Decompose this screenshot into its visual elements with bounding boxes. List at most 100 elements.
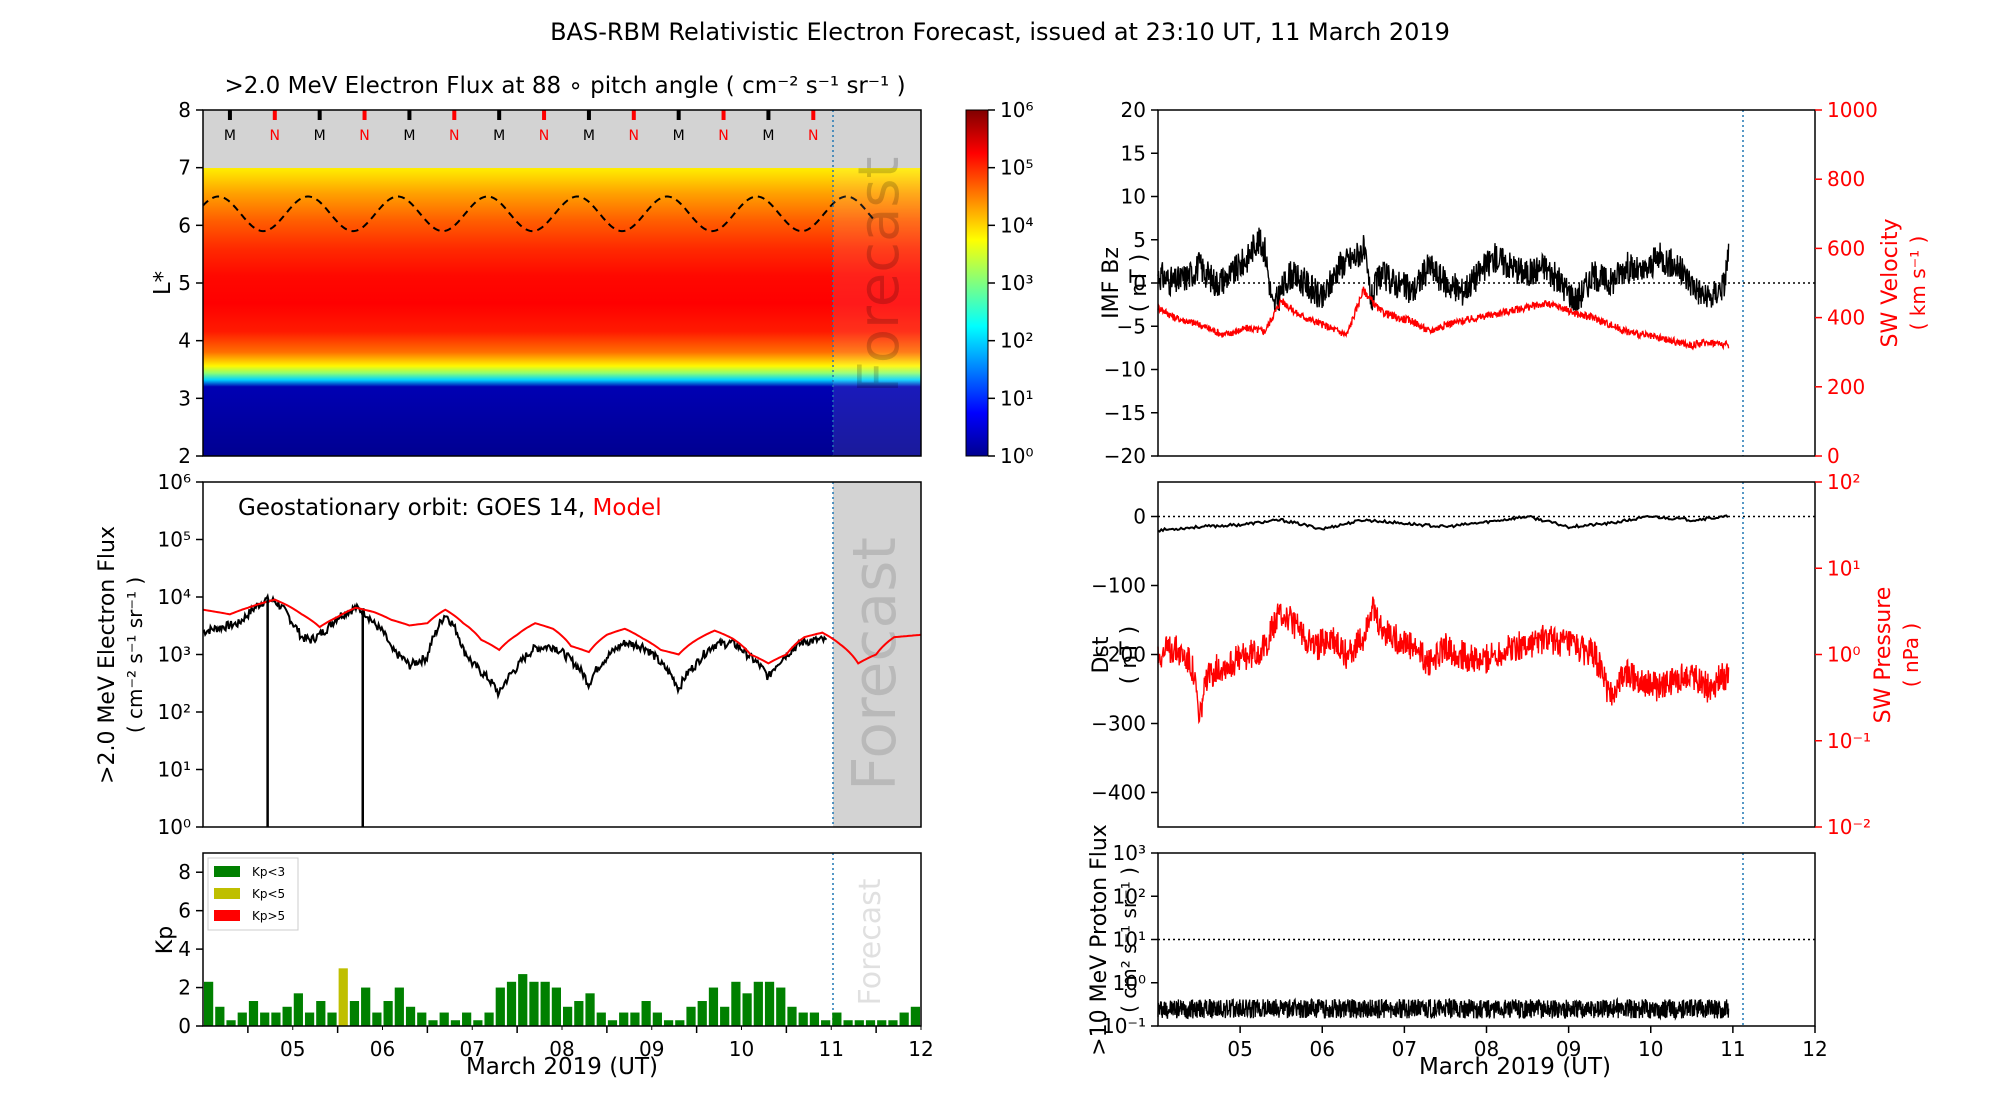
proton-y-tick-label: 10⁻¹	[1102, 1014, 1146, 1038]
kp-legend-swatch-high	[214, 910, 240, 921]
kp-x-tick-label: 07	[460, 1037, 485, 1061]
kp-bar	[484, 1012, 494, 1026]
heatmap-y-tick-label: 8	[178, 98, 191, 122]
geo-y-axis: 10⁰ 10¹ 10² 10³ 10⁴ 10⁵ 10⁶	[158, 470, 203, 839]
kp-y-axis: 0 2 4 6 8	[178, 860, 203, 1038]
mn-marker-label: M	[403, 128, 415, 144]
imf-y-tick-label: 20	[1121, 98, 1146, 122]
kp-bar	[708, 987, 719, 1026]
kp-bar	[383, 1001, 393, 1026]
kp-ylabel: Kp	[153, 926, 178, 954]
kp-bar	[619, 1012, 629, 1026]
mn-marker-label: N	[539, 128, 549, 144]
kp-bar	[798, 1012, 808, 1026]
kp-bar	[720, 1006, 730, 1026]
heatmap-ylabel: L*	[150, 271, 176, 295]
kp-bar	[372, 1012, 382, 1026]
imf-ylabel: IMF Bz	[1099, 247, 1124, 319]
geo-series	[202, 593, 922, 827]
proton-ylabel-unit: ( cm² s⁻¹ sr⁻¹ )	[1117, 867, 1141, 1013]
sw-pressure-ylabel-unit: ( nPa )	[1899, 623, 1923, 687]
geo-y-tick-label: 10²	[158, 700, 191, 724]
imf-series	[1157, 227, 1815, 351]
geo-y-tick-label: 10³	[158, 643, 191, 667]
proton-ylabel: >10 MeV Proton Flux	[1087, 824, 1112, 1056]
kp-bar	[697, 1001, 707, 1026]
proton-y-tick-label: 10²	[1113, 884, 1146, 908]
kp-legend: Kp<3 Kp<5 Kp>5	[207, 857, 299, 931]
kp-bar	[675, 1020, 685, 1026]
geo-ylabel-unit: ( cm⁻² s⁻¹ sr⁻¹ )	[123, 577, 147, 733]
kp-bar	[663, 1020, 674, 1026]
mn-marker-label: M	[493, 128, 505, 144]
kp-bar	[652, 1012, 662, 1026]
kp-bar	[854, 1020, 864, 1026]
kp-bar	[349, 1001, 360, 1026]
dashed-contour-line	[202, 195, 877, 233]
kp-bar	[910, 1006, 920, 1026]
geo-y-tick-label: 10⁶	[158, 470, 191, 494]
colorbar-tick-label: 10⁴	[1000, 213, 1033, 237]
left-xlabel: March 2019 (UT)	[466, 1054, 658, 1080]
kp-y-tick-label: 2	[178, 976, 191, 1000]
kp-bar	[832, 1012, 842, 1026]
dst-y-tick-label: 0	[1133, 505, 1146, 529]
kp-bar	[686, 1006, 696, 1026]
kp-x-tick-label: 12	[908, 1037, 933, 1061]
dst-y-tick-label: −100	[1091, 574, 1146, 598]
kp-bar	[428, 1020, 438, 1026]
kp-bar	[248, 1001, 259, 1026]
geo-frame	[202, 481, 922, 828]
kp-bar	[282, 1006, 292, 1026]
sw-pressure-y-tick-label: 10⁰	[1827, 643, 1860, 667]
kp-legend-swatch-mid	[214, 888, 240, 899]
kp-x-tick-label: 05	[280, 1037, 305, 1061]
kp-bar	[776, 987, 786, 1026]
dst-ylabel-unit: ( nT )	[1117, 626, 1142, 685]
geo-y-tick-label: 10⁴	[158, 585, 191, 609]
colorbar-ticks: 10⁰ 10¹ 10² 10³ 10⁴ 10⁵ 10⁶	[988, 98, 1033, 468]
colorbar-tick-label: 10³	[1000, 271, 1033, 295]
kp-legend-label-mid: Kp<5	[252, 887, 285, 901]
figure-title: BAS-RBM Relativistic Electron Forecast, …	[550, 18, 1450, 46]
kp-x-tick-label: 10	[729, 1037, 754, 1061]
kp-bar	[843, 1020, 853, 1026]
sw-pressure-line	[1157, 596, 1730, 725]
heatmap-y-tick-label: 5	[178, 271, 191, 295]
kp-bar	[394, 987, 404, 1026]
kp-bar	[551, 987, 561, 1026]
kp-bar	[361, 987, 371, 1026]
proton-x-tick-label: 05	[1227, 1037, 1252, 1061]
mn-marker-label: M	[583, 128, 595, 144]
imf-ylabel-unit: ( nT )	[1127, 254, 1152, 313]
dst-panel: −400 −300 −200 −100 0 10⁻² 10⁻¹ 10⁰ 10¹ 10² Dst (…	[1089, 470, 1923, 839]
geo-title: Geostationary orbit: GOES 14, Model	[238, 495, 662, 521]
mn-marker-label: N	[629, 128, 639, 144]
sw-velocity-y-tick-label: 200	[1827, 375, 1865, 399]
kp-bar	[865, 1020, 876, 1026]
proton-x-tick-label: 09	[1556, 1037, 1581, 1061]
dst-y-tick-label: −200	[1091, 643, 1146, 667]
no-data-region	[203, 110, 921, 168]
proton-series	[1157, 938, 1815, 1021]
kp-bar	[641, 1001, 651, 1026]
sw-pressure-y-tick-label: 10⁻²	[1827, 815, 1871, 839]
kp-bar	[260, 1012, 270, 1026]
kp-bar	[462, 1012, 472, 1026]
kp-bar	[338, 968, 348, 1026]
mn-marker-label: M	[314, 128, 326, 144]
kp-bar	[237, 1012, 247, 1026]
sw-velocity-ylabel-unit: ( km s⁻¹ )	[1906, 236, 1930, 331]
kp-bar	[473, 1020, 483, 1026]
kp-frame	[202, 852, 922, 1027]
kp-bar	[271, 1012, 281, 1026]
kp-legend-label-high: Kp>5	[252, 909, 285, 923]
kp-bar	[439, 1012, 449, 1026]
heatmap-y-tick-label: 2	[178, 444, 191, 468]
colorbar-tick-label: 10²	[1000, 329, 1033, 353]
kp-forecast-label: Forecast	[853, 878, 888, 1005]
kp-bar	[540, 981, 550, 1026]
sw-pressure-y-tick-label: 10²	[1827, 470, 1860, 494]
geo-flux-panel: Forecast 10⁰ 10¹ 10² 10³ 10⁴ 10⁵ 10⁶ Geostatio…	[95, 470, 922, 839]
